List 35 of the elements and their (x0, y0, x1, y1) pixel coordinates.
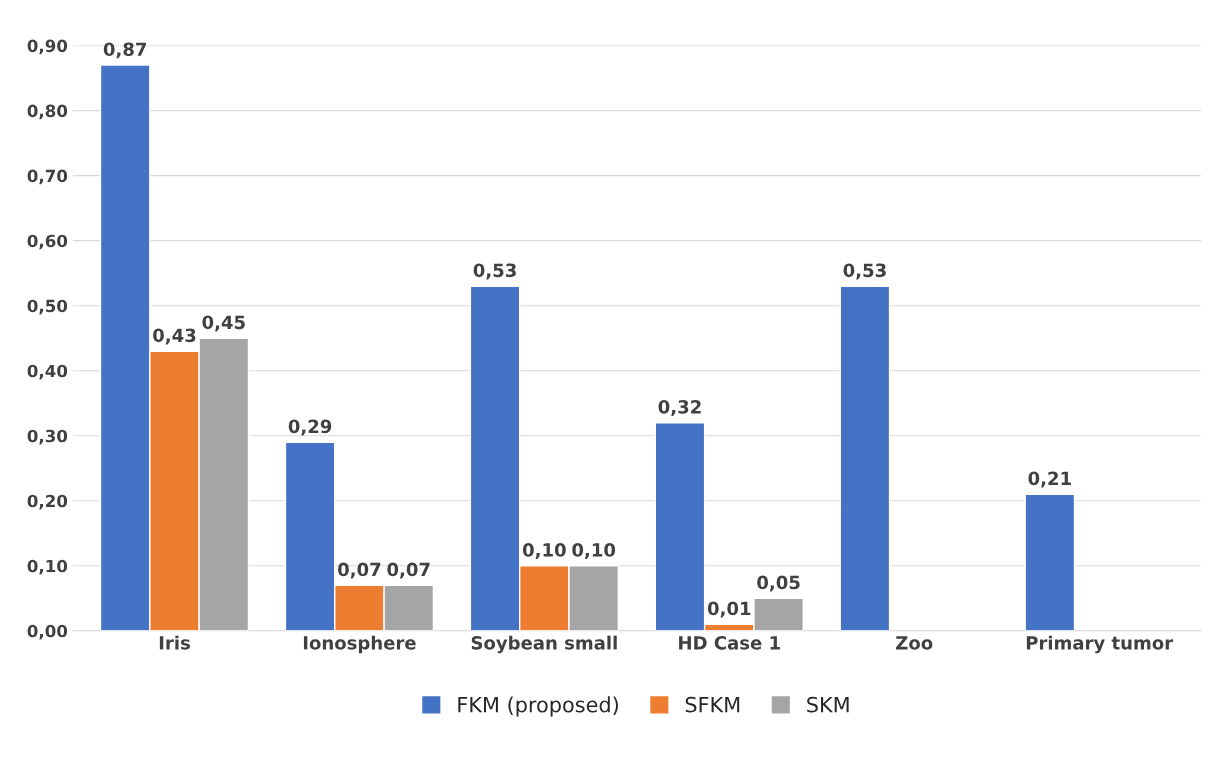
data-label: 0,07 (338, 562, 381, 579)
legend-label: FKM (proposed) (458, 696, 618, 717)
y-tick-label: 0,40 (27, 364, 68, 380)
x-tick-label: Iris (159, 635, 190, 650)
y-tick-label: 0,70 (27, 169, 68, 185)
x-tick-label: Zoo (896, 636, 933, 650)
bar (839, 285, 891, 631)
data-label: 0,87 (103, 42, 147, 59)
data-label: 0,45 (202, 315, 245, 332)
data-label: 0,07 (387, 562, 430, 579)
x-tick-label: Ionosphere (303, 635, 416, 654)
x-tick-label: Primary tumor (1026, 635, 1174, 654)
data-label: 0,53 (843, 263, 886, 280)
x-tick-label: HD Case 1 (679, 635, 780, 650)
data-label: 0,32 (658, 400, 701, 416)
bar (1024, 493, 1076, 631)
y-tick-label: 0,00 (27, 624, 68, 640)
y-tick-label: 0,20 (27, 494, 68, 510)
legend-label: SKM (807, 696, 849, 713)
data-label: 0,53 (473, 263, 516, 280)
y-tick-label: 0,50 (27, 299, 68, 315)
y-tick-label: 0,60 (27, 234, 68, 250)
data-label: 0,29 (288, 419, 332, 436)
data-label: 0,01 (707, 601, 751, 618)
data-label: 0,10 (572, 543, 616, 560)
y-tick-label: 0,10 (27, 559, 68, 575)
data-label: 0,21 (1028, 471, 1071, 488)
y-tick-label: 0,30 (27, 429, 68, 445)
data-label: 0,43 (153, 328, 196, 345)
y-tick-label: 0,80 (27, 104, 68, 120)
data-label: 0,10 (522, 543, 566, 560)
data-label: 0,05 (757, 575, 800, 592)
legend-label: SFKM (685, 696, 740, 713)
y-tick-label: 0,90 (27, 39, 68, 55)
x-tick-label: Soybean small (471, 635, 617, 654)
